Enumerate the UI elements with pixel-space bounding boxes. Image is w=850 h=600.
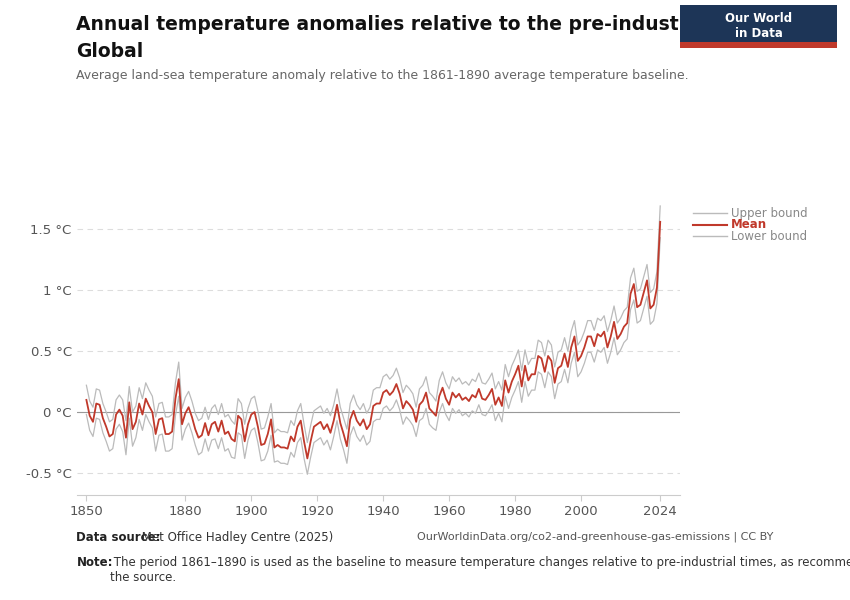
Text: Note:: Note: <box>76 556 113 569</box>
Text: OurWorldinData.org/co2-and-greenhouse-gas-emissions | CC BY: OurWorldinData.org/co2-and-greenhouse-ga… <box>417 531 774 541</box>
Text: Mean: Mean <box>731 218 767 232</box>
Text: in Data: in Data <box>734 27 783 40</box>
Text: Upper bound: Upper bound <box>731 207 808 220</box>
Text: Our World: Our World <box>725 12 792 25</box>
Text: Annual temperature anomalies relative to the pre-industrial period,: Annual temperature anomalies relative to… <box>76 15 796 34</box>
Text: Met Office Hadley Centre (2025): Met Office Hadley Centre (2025) <box>138 531 333 544</box>
Text: Average land-sea temperature anomaly relative to the 1861-1890 average temperatu: Average land-sea temperature anomaly rel… <box>76 69 689 82</box>
Text: Lower bound: Lower bound <box>731 230 808 243</box>
Text: The period 1861–1890 is used as the baseline to measure temperature changes rela: The period 1861–1890 is used as the base… <box>110 556 850 584</box>
Text: Global: Global <box>76 42 144 61</box>
Text: Data source:: Data source: <box>76 531 161 544</box>
